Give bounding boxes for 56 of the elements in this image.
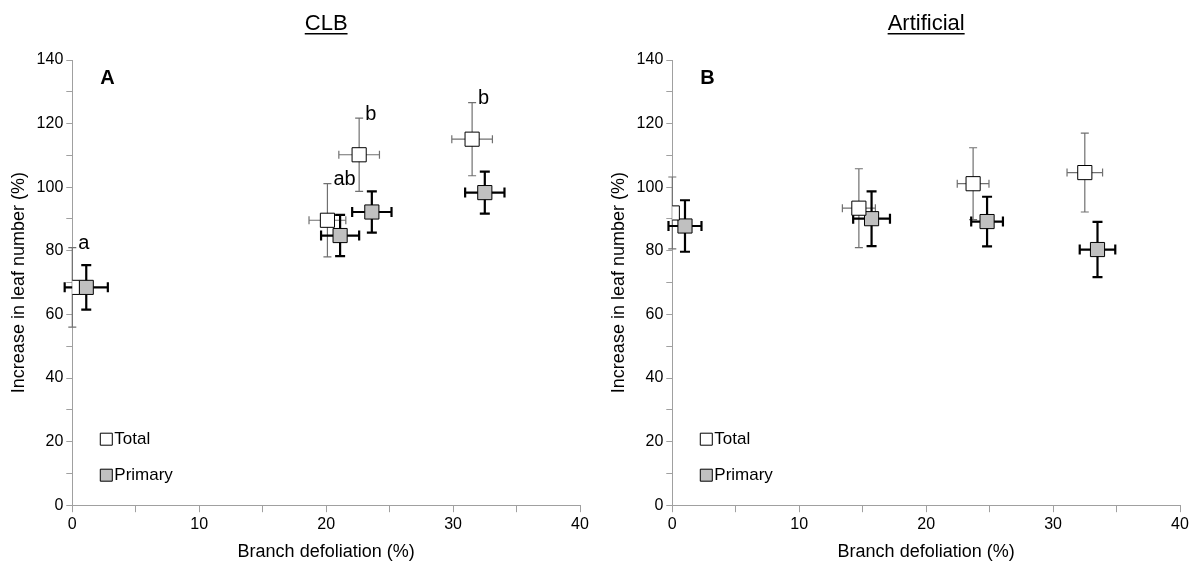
x-tick-label: 30 bbox=[1044, 515, 1063, 533]
chart-title: CLB bbox=[304, 10, 348, 35]
x-tick-label: 40 bbox=[571, 515, 589, 533]
y-tick-label: 120 bbox=[636, 114, 664, 132]
point bbox=[464, 131, 480, 147]
point bbox=[319, 212, 335, 228]
y-tick-label: 0 bbox=[54, 495, 64, 513]
x-tick-label: 10 bbox=[790, 515, 809, 533]
legend-label: Total bbox=[114, 428, 151, 448]
y-tick-label: 100 bbox=[36, 177, 64, 195]
point bbox=[851, 200, 867, 216]
legend-label: Primary bbox=[714, 464, 774, 484]
y-tick-label: 0 bbox=[654, 495, 664, 513]
y-tick-label: 140 bbox=[36, 50, 64, 68]
annotation: a bbox=[78, 231, 91, 254]
y-tick-label: 40 bbox=[45, 368, 64, 386]
annotation: A bbox=[100, 65, 115, 88]
x-axis-title: Branch defoliation (%) bbox=[837, 541, 1015, 562]
annotation: ab bbox=[333, 167, 356, 190]
annotation: b bbox=[478, 86, 490, 109]
y-tick-label: 40 bbox=[645, 368, 664, 386]
chart-title: Artificial bbox=[887, 10, 965, 35]
y-tick-label: 60 bbox=[45, 304, 64, 322]
x-tick-label: 20 bbox=[317, 515, 336, 533]
point bbox=[1077, 165, 1093, 181]
y-tick-label: 20 bbox=[45, 432, 64, 450]
legend-label: Total bbox=[714, 428, 751, 448]
y-tick-label: 60 bbox=[645, 304, 664, 322]
x-tick-label: 10 bbox=[190, 515, 209, 533]
y-axis-title: Increase in leaf number (%) bbox=[607, 172, 628, 394]
x-tick-label: 20 bbox=[917, 515, 936, 533]
x-axis-title: Branch defoliation (%) bbox=[237, 541, 415, 562]
point bbox=[965, 176, 981, 192]
point bbox=[477, 185, 493, 201]
point bbox=[364, 204, 380, 220]
y-tick-label: 120 bbox=[36, 114, 64, 132]
point bbox=[332, 227, 348, 244]
x-tick-label: 0 bbox=[667, 515, 677, 533]
point bbox=[1089, 241, 1106, 258]
y-tick-label: 80 bbox=[645, 241, 664, 259]
y-axis-title: Increase in leaf number (%) bbox=[7, 172, 28, 394]
y-tick-label: 140 bbox=[636, 50, 664, 68]
point bbox=[78, 279, 94, 295]
y-tick-label: 20 bbox=[645, 432, 664, 450]
annotation: b bbox=[365, 101, 377, 124]
point bbox=[677, 218, 693, 234]
y-tick-label: 80 bbox=[45, 241, 64, 259]
legend-label: Primary bbox=[114, 464, 174, 484]
point bbox=[864, 211, 880, 227]
point bbox=[979, 213, 995, 230]
point bbox=[351, 147, 367, 163]
x-tick-label: 0 bbox=[67, 515, 77, 533]
y-tick-label: 100 bbox=[636, 177, 664, 195]
x-tick-label: 30 bbox=[444, 515, 463, 533]
x-tick-label: 40 bbox=[1171, 515, 1189, 533]
annotation: B bbox=[700, 65, 715, 88]
